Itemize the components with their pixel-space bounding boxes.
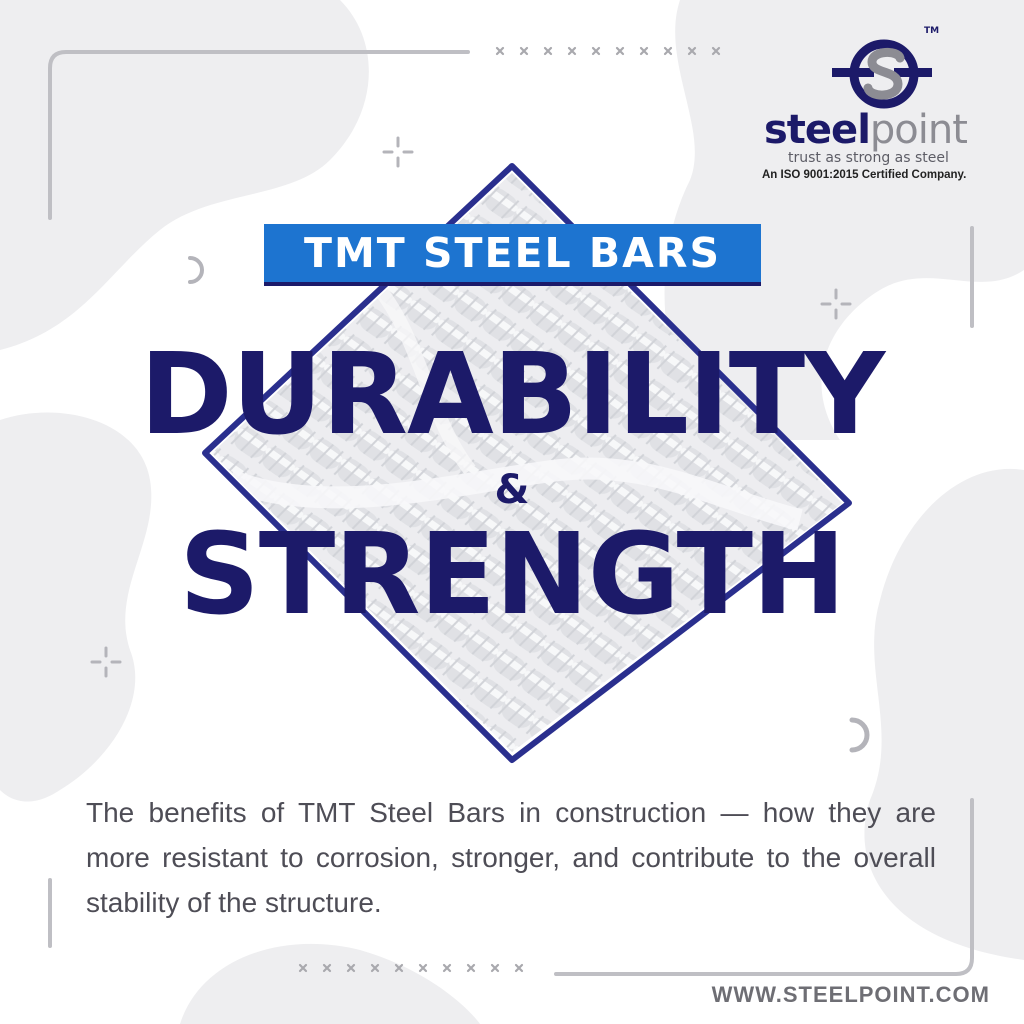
brand-word-point: point bbox=[869, 107, 968, 153]
bg-blob-top-left bbox=[0, 0, 369, 350]
bg-blob-top-right bbox=[664, 0, 1024, 440]
website-link[interactable]: WWW.STEELPOINT.COM bbox=[711, 982, 990, 1007]
banner-label: TMT STEEL BARS bbox=[304, 229, 721, 277]
sparkle-icon bbox=[382, 136, 414, 168]
ring-icon bbox=[188, 256, 204, 284]
brand-word-steel: steel bbox=[764, 107, 871, 153]
product-banner: TMT STEEL BARS bbox=[264, 224, 761, 282]
sparkle-icon bbox=[820, 288, 852, 320]
brand-tagline: trust as strong as steel bbox=[788, 150, 949, 166]
headline-durability: DURABILITY bbox=[139, 330, 885, 460]
bg-blob-right bbox=[864, 468, 1024, 960]
certification-text: An ISO 9001:2015 Certified Company. bbox=[762, 169, 967, 181]
bg-blob-left bbox=[0, 412, 152, 802]
steelpoint-logo-icon bbox=[832, 39, 932, 109]
cross-row-bottom bbox=[298, 963, 524, 973]
frame-line-top-left bbox=[48, 50, 470, 220]
ring-icon bbox=[849, 717, 870, 753]
diamond-frame bbox=[202, 163, 852, 763]
trademark-mark: TM bbox=[924, 26, 940, 36]
brand-wordmark: steelpoint bbox=[764, 107, 968, 153]
bg-blob-bottom bbox=[180, 943, 480, 1024]
brand-logo: TM steelpoint trust as strong as steel A… bbox=[752, 24, 1012, 194]
frame-line-bottom-right bbox=[554, 798, 974, 976]
headline-ampersand: & bbox=[494, 467, 530, 513]
description-text: The benefits of TMT Steel Bars in constr… bbox=[86, 797, 936, 918]
headline-strength: STRENGTH bbox=[179, 510, 846, 640]
sparkle-icon bbox=[90, 646, 122, 678]
cross-row-top bbox=[495, 46, 721, 56]
